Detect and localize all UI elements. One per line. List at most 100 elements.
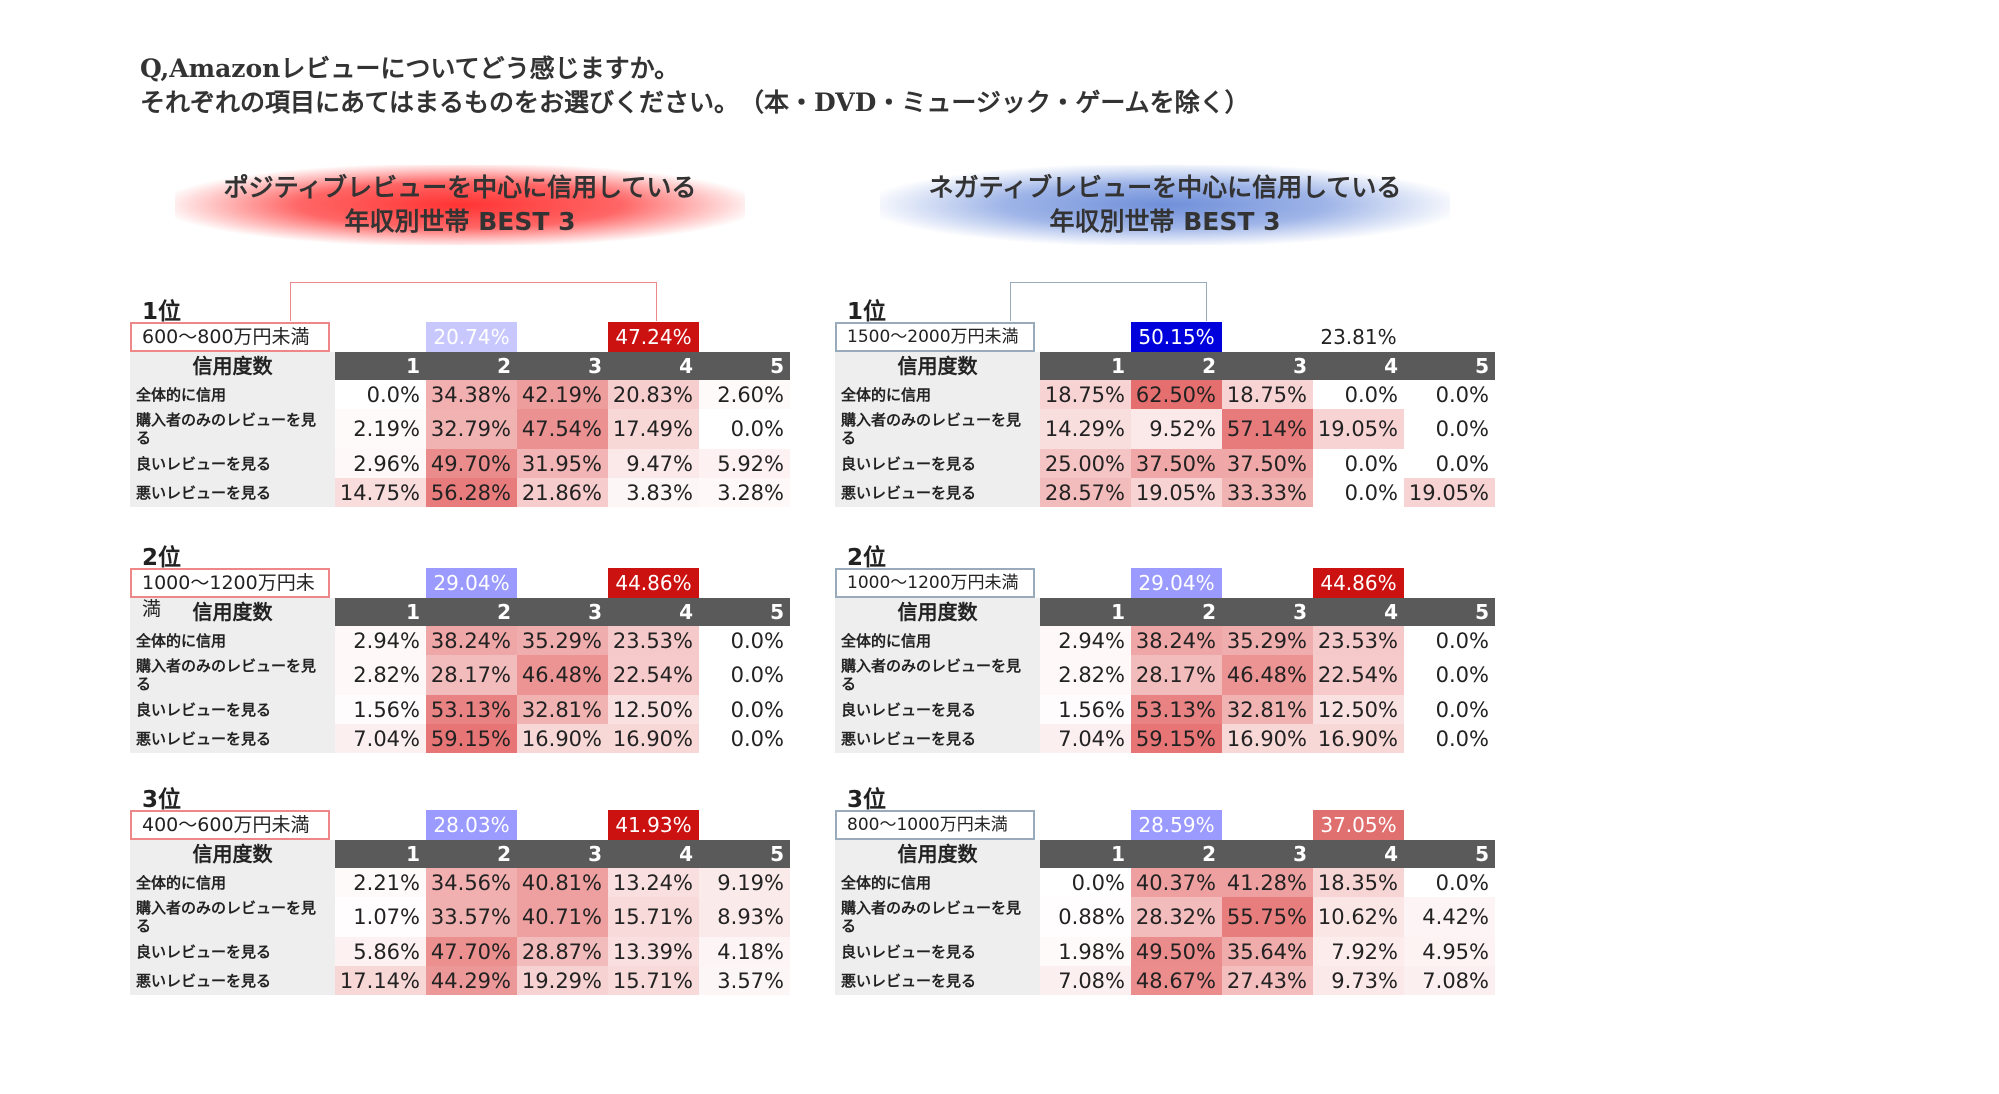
- column-header: 4: [1313, 840, 1404, 868]
- value-cell: 4.95%: [1404, 937, 1495, 966]
- value-cell: 42.19%: [517, 380, 608, 409]
- summary-row: 1000〜1200万円未満 29.04% 44.86%: [130, 568, 790, 620]
- header-row: 信用度数 1 2 3 4 5: [835, 352, 1495, 380]
- row-label: 全体的に信用: [835, 380, 1040, 409]
- value-cell: 0.0%: [730, 697, 784, 722]
- value-cell: 31.95%: [517, 449, 608, 478]
- row-label: 全体的に信用: [835, 868, 1040, 897]
- value-cell: 2.19%: [335, 409, 426, 449]
- value-cell: 49.70%: [426, 449, 517, 478]
- table-row: 全体的に信用 2.94% 38.24% 35.29% 23.53% 0.0%: [835, 626, 1495, 655]
- value-cell: 23.53%: [1313, 626, 1404, 655]
- row-label: 購入者のみのレビューを見る: [130, 409, 335, 449]
- value-cell: 55.75%: [1222, 897, 1313, 937]
- row-label: 良いレビューを見る: [835, 449, 1040, 478]
- value-cell: 18.75%: [1040, 380, 1131, 409]
- value-cell: 2.82%: [1040, 655, 1131, 695]
- value-cell: 0.0%: [1435, 382, 1489, 407]
- negative-banner-subtitle: 年収別世帯 BEST 3: [1049, 207, 1281, 236]
- table-row: 全体的に信用 2.21% 34.56% 40.81% 13.24% 9.19%: [130, 868, 790, 897]
- low-trust-highlight: 29.04%: [1131, 568, 1222, 598]
- table-row: 良いレビューを見る 5.86% 47.70% 28.87% 13.39% 4.18%: [130, 937, 790, 966]
- value-cell: 47.70%: [426, 937, 517, 966]
- summary-row: 1500〜2000万円未満 50.15% 23.81%: [835, 282, 1495, 352]
- value-cell: 9.19%: [699, 868, 790, 897]
- column-header: 2: [1131, 840, 1222, 868]
- column-header: 3: [517, 840, 608, 868]
- column-header: 5: [699, 598, 790, 626]
- row-label: 良いレビューを見る: [835, 695, 1040, 724]
- column-header: 1: [1040, 352, 1131, 380]
- header-row: 信用度数 1 2 3 4 5: [835, 840, 1495, 868]
- column-header: 1: [335, 840, 426, 868]
- value-cell: 22.54%: [608, 655, 699, 695]
- positive-rank-2-table: 2位 1000〜1200万円未満 29.04% 44.86% 信用度数 1 2 3 4 5 全体的に…: [130, 538, 790, 753]
- value-cell: 13.24%: [608, 868, 699, 897]
- value-cell: 14.29%: [1040, 409, 1131, 449]
- rank-label: 3位: [142, 787, 182, 813]
- table-row: 悪いレビューを見る 17.14% 44.29% 19.29% 15.71% 3.57%: [130, 966, 790, 995]
- rank-label: 2位: [847, 545, 887, 571]
- row-label: 悪いレビューを見る: [130, 966, 335, 995]
- table-row: 良いレビューを見る 1.56% 53.13% 32.81% 12.50% 0.0%: [130, 695, 790, 724]
- column-header: 4: [1313, 598, 1404, 626]
- value-cell: 41.28%: [1222, 868, 1313, 897]
- value-cell: 32.81%: [517, 695, 608, 724]
- value-cell: 34.38%: [426, 380, 517, 409]
- value-cell: 35.29%: [517, 626, 608, 655]
- value-cell: 3.28%: [699, 478, 790, 507]
- summary-row: 600〜800万円未満 20.74% 47.24%: [130, 282, 790, 352]
- value-cell: 27.43%: [1222, 966, 1313, 995]
- table-row: 良いレビューを見る 1.98% 49.50% 35.64% 7.92% 4.95%: [835, 937, 1495, 966]
- table-row: 良いレビューを見る 1.56% 53.13% 32.81% 12.50% 0.0%: [835, 695, 1495, 724]
- row-label: 悪いレビューを見る: [835, 724, 1040, 753]
- column-header: 1: [335, 598, 426, 626]
- value-cell: 49.50%: [1131, 937, 1222, 966]
- value-cell: 40.71%: [517, 897, 608, 937]
- column-header: 1: [1040, 840, 1131, 868]
- high-trust-highlight: 44.86%: [1313, 568, 1404, 598]
- low-trust-highlight: 50.15%: [1131, 322, 1222, 352]
- negative-banner-title: ネガティブレビューを中心に信用している: [928, 173, 1402, 202]
- row-label: 購入者のみのレビューを見る: [835, 409, 1040, 449]
- value-cell: 1.98%: [1040, 937, 1131, 966]
- summary-row: 1000〜1200万円未満 29.04% 44.86%: [835, 568, 1495, 598]
- header-row: 信用度数 1 2 3 4 5: [835, 598, 1495, 626]
- row-label: 全体的に信用: [835, 626, 1040, 655]
- income-bracket-label: 600〜800万円未満: [130, 322, 330, 352]
- value-cell: 53.13%: [1131, 695, 1222, 724]
- low-trust-highlight: 28.59%: [1131, 810, 1222, 840]
- value-cell: 40.81%: [517, 868, 608, 897]
- value-cell: 2.60%: [699, 380, 790, 409]
- value-cell: 0.0%: [1344, 451, 1398, 476]
- value-cell: 16.90%: [608, 724, 699, 753]
- value-cell: 19.29%: [517, 966, 608, 995]
- value-cell: 19.05%: [1404, 478, 1495, 507]
- value-cell: 7.08%: [1404, 966, 1495, 995]
- negative-rank-1-table: 1位 1500〜2000万円未満 50.15% 23.81% 信用度数 1 2 3 4 5 全体的に…: [835, 282, 1495, 507]
- value-cell: 0.0%: [1344, 480, 1398, 505]
- row-label: 全体的に信用: [130, 868, 335, 897]
- header-label: 信用度数: [130, 840, 335, 868]
- income-bracket-label: 1000〜1200万円未満: [130, 568, 330, 620]
- income-bracket-label: 1500〜2000万円未満: [835, 322, 1035, 352]
- table-row: 購入者のみのレビューを見る 0.88% 28.32% 55.75% 10.62% 4.42…: [835, 897, 1495, 937]
- column-header: 4: [1313, 352, 1404, 380]
- value-cell: 22.54%: [1313, 655, 1404, 695]
- value-cell: 40.37%: [1131, 868, 1222, 897]
- summary-row: 400〜600万円未満 28.03% 41.93%: [130, 810, 790, 840]
- row-label: 悪いレビューを見る: [835, 478, 1040, 507]
- table-row: 全体的に信用 2.94% 38.24% 35.29% 23.53% 0.0%: [130, 626, 790, 655]
- summary-row: 800〜1000万円未満 28.59% 37.05%: [835, 810, 1495, 840]
- question: Q,Amazonレビューについてどう感じますか。 それぞれの項目にあてはまるもの…: [140, 52, 1250, 120]
- low-trust-highlight: 28.03%: [426, 810, 517, 840]
- value-cell: 46.48%: [1222, 655, 1313, 695]
- header-row: 信用度数 1 2 3 4 5: [130, 352, 790, 380]
- row-label: 全体的に信用: [130, 380, 335, 409]
- value-cell: 7.04%: [1040, 724, 1131, 753]
- value-cell: 44.29%: [426, 966, 517, 995]
- negative-rank-3-table: 3位 800〜1000万円未満 28.59% 37.05% 信用度数 1 2 3 4 5 全体的に信…: [835, 780, 1495, 995]
- value-cell: 56.28%: [426, 478, 517, 507]
- value-cell: 0.0%: [730, 417, 784, 441]
- value-cell: 15.71%: [608, 897, 699, 937]
